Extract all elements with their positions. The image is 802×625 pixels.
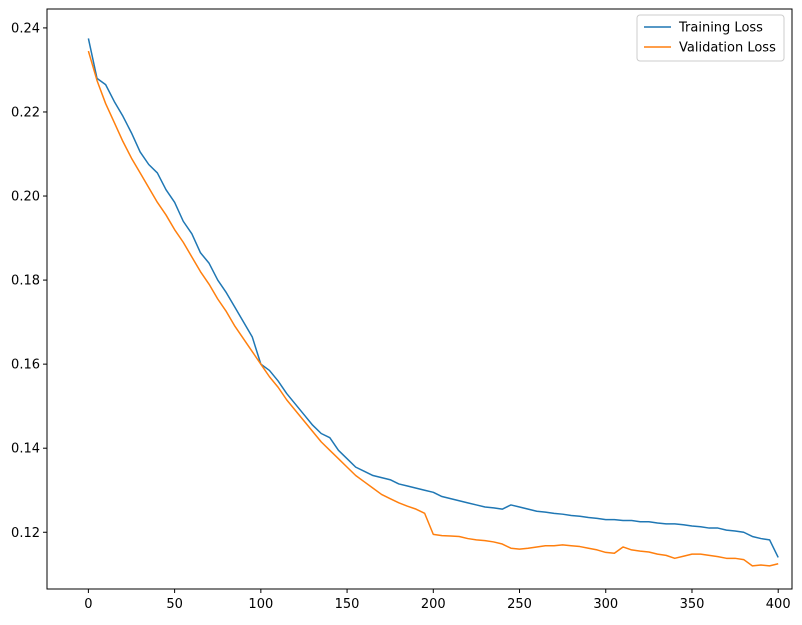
y-tick-label: 0.18 — [11, 274, 40, 289]
series-layer — [87, 38, 779, 567]
x-tick-label: 250 — [507, 597, 532, 612]
y-tick-label: 0.22 — [11, 105, 40, 120]
y-tick-label: 0.24 — [11, 21, 40, 36]
legend-label: Validation Loss — [679, 41, 776, 56]
y-tick-label: 0.20 — [11, 190, 40, 205]
x-tick-label: 200 — [421, 597, 446, 612]
y-tick-label: 0.14 — [11, 442, 40, 457]
legend-box — [636, 14, 785, 62]
legend-label: Training Loss — [678, 21, 763, 36]
series-line-validation-loss — [87, 50, 779, 567]
x-tick-label: 300 — [593, 597, 618, 612]
series-line-training-loss — [87, 38, 779, 558]
x-tick-label: 50 — [166, 597, 183, 612]
x-tick-label: 100 — [248, 597, 273, 612]
axis-layer: 0 50 100 150 200 250 300 350 400 0.12 0.14 0.16 0.18… — [11, 21, 791, 612]
legend: Training Loss Validation Loss — [636, 14, 785, 62]
y-tick-label: 0.12 — [11, 526, 40, 541]
plot-frame — [46, 8, 793, 590]
x-tick-label: 150 — [335, 597, 360, 612]
x-tick-label: 0 — [84, 597, 92, 612]
x-tick-label: 350 — [680, 597, 705, 612]
y-tick-label: 0.16 — [11, 358, 40, 373]
x-tick-label: 400 — [766, 597, 791, 612]
